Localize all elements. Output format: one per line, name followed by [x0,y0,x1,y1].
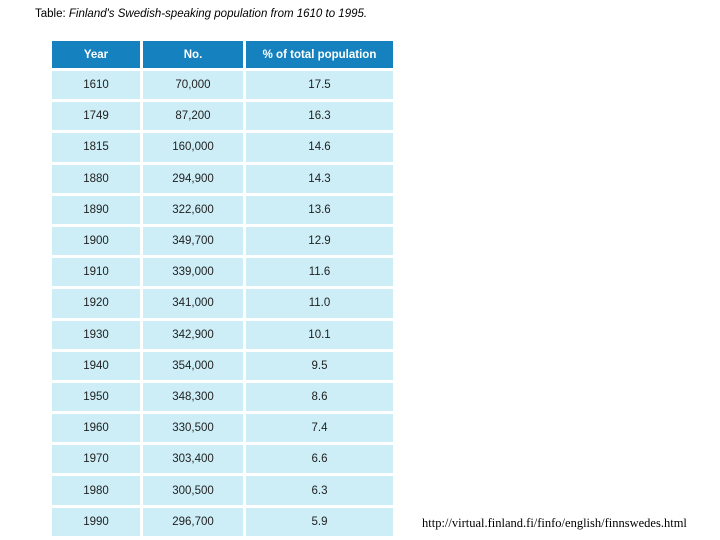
year-cell: 1920 [52,289,140,318]
year-cell: 1815 [52,133,140,162]
number-cell: 348,300 [143,382,243,412]
table-row: 1990 296,700 5.9 [52,507,393,536]
number-cell: 339,000 [143,258,243,287]
table-row: 1749 87,200 16.3 [52,102,393,131]
number-cell: 349,700 [143,226,243,256]
percent-cell: 6.6 [246,445,393,474]
number-cell: 341,000 [143,289,243,318]
percent-cell: 7.4 [246,414,393,443]
year-cell: 1980 [52,476,140,505]
number-cell: 300,500 [143,476,243,505]
column-header-no: No. [143,41,243,68]
percent-cell: 13.6 [246,195,393,224]
header-row: Year No. % of total population [52,41,393,68]
table-row: 1940 354,000 9.5 [52,351,393,380]
percent-cell: 14.6 [246,133,393,162]
year-cell: 1930 [52,320,140,349]
table-row: 1920 341,000 11.0 [52,289,393,318]
year-cell: 1880 [52,164,140,193]
population-table: Year No. % of total population 1610 70,00… [49,38,396,539]
number-cell: 342,900 [143,320,243,349]
number-cell: 70,000 [143,71,243,100]
column-header-percent: % of total population [246,41,393,68]
year-cell: 1940 [52,351,140,380]
year-cell: 1749 [52,102,140,131]
year-cell: 1960 [52,414,140,443]
percent-cell: 5.9 [246,507,393,536]
table-row: 1890 322,600 13.6 [52,195,393,224]
percent-cell: 8.6 [246,382,393,412]
percent-cell: 14.3 [246,164,393,193]
table-row: 1930 342,900 10.1 [52,320,393,349]
year-cell: 1990 [52,507,140,536]
table-row: 1950 348,300 8.6 [52,382,393,412]
table-row: 1960 330,500 7.4 [52,414,393,443]
number-cell: 322,600 [143,195,243,224]
percent-cell: 10.1 [246,320,393,349]
percent-cell: 12.9 [246,226,393,256]
percent-cell: 11.0 [246,289,393,318]
year-cell: 1950 [52,382,140,412]
table-row: 1815 160,000 14.6 [52,133,393,162]
table-row: 1910 339,000 11.6 [52,258,393,287]
year-cell: 1970 [52,445,140,474]
percent-cell: 11.6 [246,258,393,287]
page-title: Table: Finland's Swedish-speaking popula… [35,8,367,20]
source-url: http://virtual.finland.fi/finfo/english/… [422,516,687,530]
number-cell: 330,500 [143,414,243,443]
percent-cell: 16.3 [246,102,393,131]
year-cell: 1610 [52,71,140,100]
table-row: 1610 70,000 17.5 [52,71,393,100]
table-row: 1880 294,900 14.3 [52,164,393,193]
page-title-text: Finland's Swedish-speaking population fr… [68,8,368,20]
number-cell: 294,900 [143,164,243,193]
percent-cell: 17.5 [246,71,393,100]
table-row: 1980 300,500 6.3 [52,476,393,505]
year-cell: 1900 [52,226,140,256]
column-header-year: Year [52,41,140,68]
number-cell: 160,000 [143,133,243,162]
page-title-prefix: Table: [35,8,66,20]
table-body: 1610 70,000 17.5 1749 87,200 16.3 1815 160,000 1… [52,71,393,536]
year-cell: 1910 [52,258,140,287]
number-cell: 303,400 [143,445,243,474]
number-cell: 87,200 [143,102,243,131]
year-cell: 1890 [52,195,140,224]
table-header: Year No. % of total population [52,41,393,68]
percent-cell: 6.3 [246,476,393,505]
table-row: 1970 303,400 6.6 [52,445,393,474]
number-cell: 296,700 [143,507,243,536]
table-row: 1900 349,700 12.9 [52,226,393,256]
number-cell: 354,000 [143,351,243,380]
percent-cell: 9.5 [246,351,393,380]
